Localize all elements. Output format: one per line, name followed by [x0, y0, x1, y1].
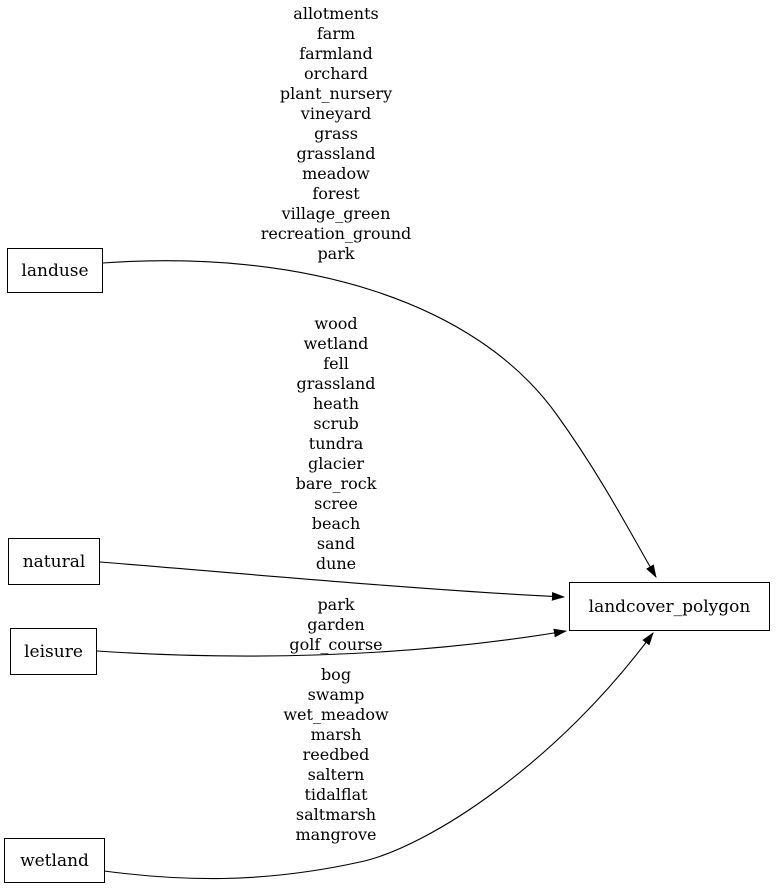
node-landuse: landuse	[7, 248, 103, 293]
node-landuse-label: landuse	[21, 260, 89, 281]
edge-label-line: fell	[323, 354, 349, 373]
node-leisure: leisure	[10, 628, 97, 675]
edge-labels-natural: wood wetland fell grassland heath scrub tundra…	[186, 314, 486, 574]
edge-label-line: marsh	[310, 725, 362, 744]
edge-label-line: vineyard	[300, 104, 372, 123]
edge-labels-landuse: allotments farm farmland orchard plant_nurse…	[186, 4, 486, 264]
edge-label-line: swamp	[307, 685, 365, 704]
edge-label-line: farmland	[299, 44, 373, 63]
edge-label-line: golf_course	[289, 635, 383, 654]
edge-label-line: bog	[320, 665, 352, 684]
edge-label-line: garden	[307, 615, 365, 634]
edge-labels-leisure: park garden golf_course	[186, 595, 486, 655]
edge-label-line: scrub	[313, 414, 359, 433]
edge-label-line: allotments	[293, 4, 379, 23]
edge-label-line: saltmarsh	[295, 805, 377, 824]
edge-label-line: park	[317, 244, 355, 263]
edge-label-line: glacier	[307, 454, 365, 473]
edge-label-line: heath	[312, 394, 360, 413]
edge-label-line: tidalflat	[304, 785, 368, 804]
edge-label-line: reedbed	[302, 745, 370, 764]
node-leisure-label: leisure	[24, 641, 83, 662]
edge-label-line: dune	[315, 554, 357, 573]
edge-label-line: meadow	[302, 164, 370, 183]
node-wetland: wetland	[4, 838, 105, 883]
edge-label-line: farm	[316, 24, 356, 43]
edge-label-line: grass	[314, 124, 358, 143]
edge-label-line: mangrove	[295, 825, 377, 844]
edge-label-line: beach	[311, 514, 361, 533]
edge-label-line: saltern	[307, 765, 365, 784]
edge-labels-wetland: bog swamp wet_meadow marsh reedbed saltern tid…	[186, 665, 486, 845]
edge-label-line: grassland	[296, 374, 376, 393]
edge-label-line: scree	[314, 494, 358, 513]
node-natural-label: natural	[22, 551, 86, 572]
edge-label-line: wood	[314, 314, 358, 333]
edge-label-line: tundra	[308, 434, 364, 453]
node-landcover-polygon: landcover_polygon	[569, 582, 770, 631]
edge-label-line: park	[317, 595, 355, 614]
edge-label-line: wet_meadow	[283, 705, 389, 724]
edge-label-line: bare_rock	[295, 474, 377, 493]
edge-label-line: village_green	[281, 204, 391, 223]
node-landcover-polygon-label: landcover_polygon	[588, 596, 751, 617]
edge-label-line: recreation_ground	[260, 224, 412, 243]
edge-label-line: grassland	[296, 144, 376, 163]
node-natural: natural	[8, 538, 100, 585]
edge-label-line: forest	[312, 184, 360, 203]
node-wetland-label: wetland	[20, 850, 89, 871]
edge-label-line: plant_nursery	[279, 84, 393, 103]
edge-label-line: sand	[316, 534, 356, 553]
edge-label-line: orchard	[304, 64, 368, 83]
edge-label-line: wetland	[303, 334, 369, 353]
